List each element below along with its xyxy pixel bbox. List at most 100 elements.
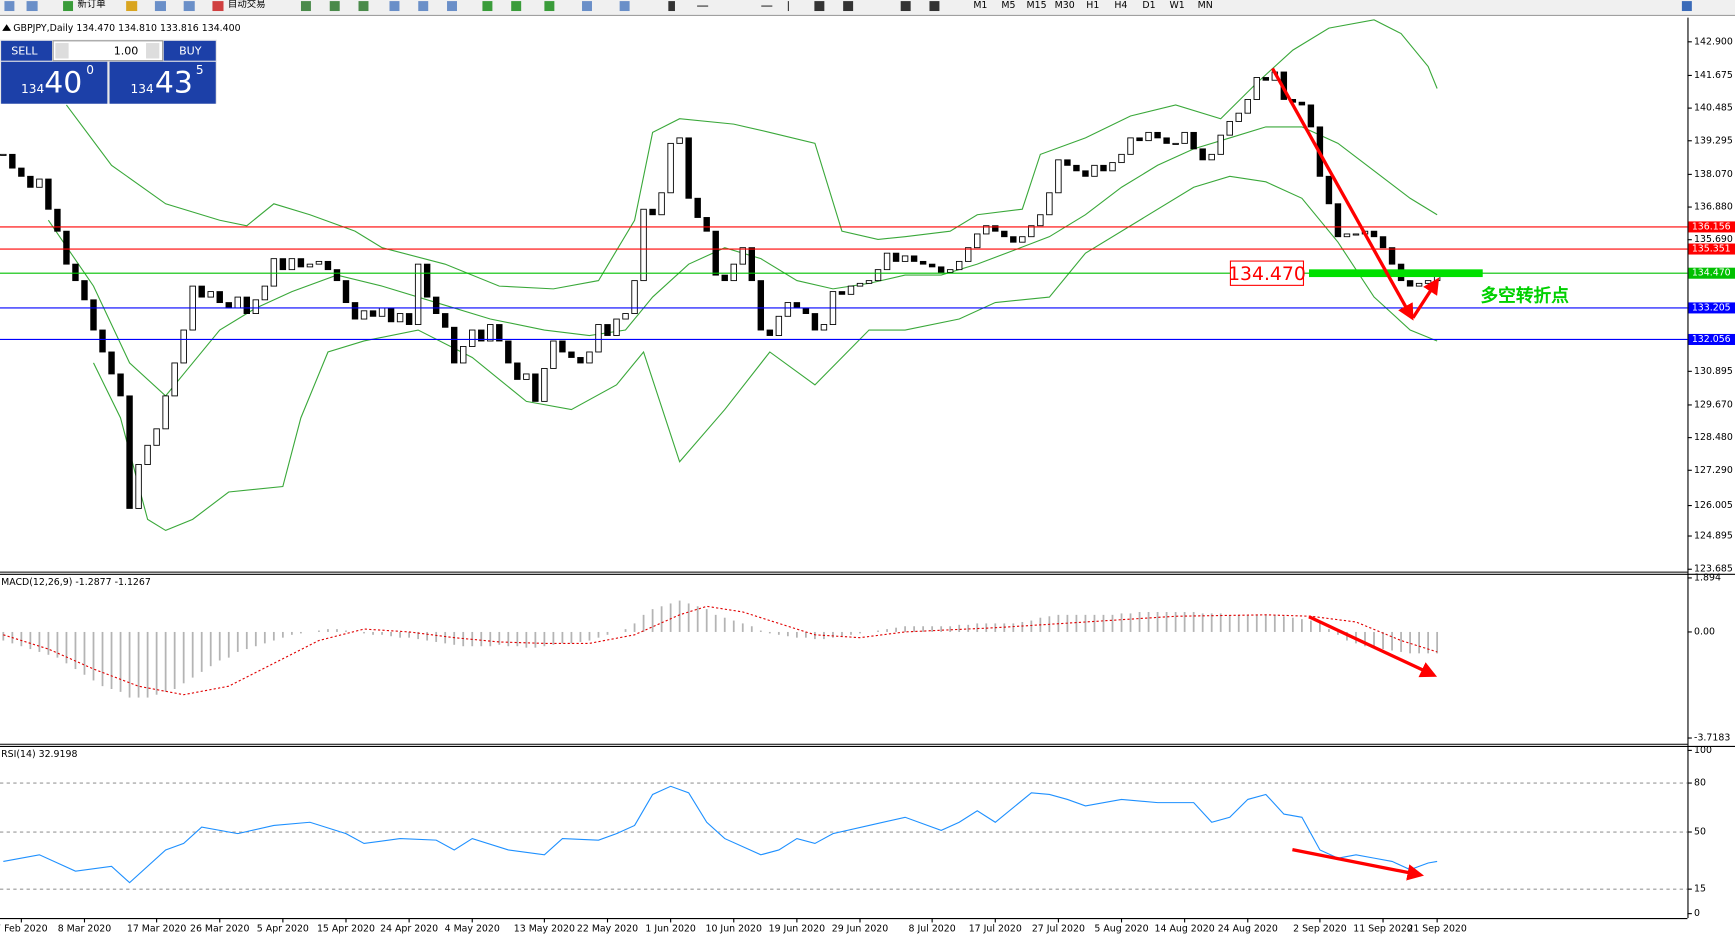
candle [243,296,251,314]
timeframe-button[interactable]: M1 [973,0,987,11]
icon[interactable] [389,1,400,12]
candle [1064,159,1071,166]
new-order-button[interactable]: 新订单 [77,0,105,10]
icon[interactable] [511,1,522,12]
candle [775,315,783,336]
candle [1055,159,1062,194]
timeframe-button[interactable]: MN [1198,0,1213,11]
icon[interactable] [126,1,138,12]
y-tick-label: 124.895 [1694,531,1733,542]
icon[interactable] [447,1,457,12]
candle [306,263,314,268]
toolbar: 新订单 自动交易 M1 M5 M15 M30 H1 H4 D1 W1 MN [0,0,1735,16]
candle [1190,131,1197,150]
timeframe-button[interactable]: W1 [1169,0,1184,11]
sell-button[interactable] [1,40,53,61]
icon[interactable] [697,5,709,7]
candle [1109,162,1116,172]
x-tick-label: 24 Apr 2020 [380,924,438,935]
icon[interactable] [544,1,555,12]
candle [1028,225,1035,238]
icon[interactable] [1681,1,1692,12]
y-tick-label: 80 [1694,778,1706,789]
x-tick-label: 14 Aug 2020 [1155,924,1215,935]
x-tick-label: 8 Jul 2020 [909,924,956,935]
icon[interactable] [668,1,675,12]
timeframe-button[interactable]: D1 [1142,0,1155,11]
icon[interactable] [582,1,592,12]
icon[interactable] [329,1,340,12]
candle [712,230,719,276]
candle [333,269,341,282]
symbol-icon [2,24,12,31]
y-tick-label: 129.670 [1694,399,1733,410]
candle [225,302,232,309]
icon[interactable] [212,1,224,12]
icon[interactable] [4,1,15,12]
candle [974,233,981,249]
candle [910,255,918,262]
price-level-tag [1688,302,1735,314]
icon[interactable] [900,1,911,12]
candle [162,395,169,430]
lot-up[interactable] [146,43,160,59]
candle [901,255,909,262]
icon[interactable] [418,1,429,12]
arrow [1271,67,1414,321]
buy-label[interactable]: BUY [179,44,202,57]
icon[interactable] [26,1,38,12]
timeframe-button[interactable]: M15 [1027,0,1047,11]
macd-signal [3,605,1438,696]
candle [216,291,223,304]
ask-main: 43 [155,65,193,100]
icon[interactable] [814,1,825,12]
icon[interactable] [300,1,311,12]
timeframes: M1 M5 M15 M30 H1 H4 D1 W1 MN [973,0,1212,11]
price-level-label: 134.470 [1692,268,1731,279]
lot-down[interactable] [55,43,69,59]
candle [9,153,16,169]
icon[interactable] [761,5,773,7]
auto-trading-button[interactable]: 自动交易 [228,0,266,10]
y-tick-label: 0 [1694,908,1700,919]
timeframe-button[interactable]: H4 [1114,0,1127,11]
toolbar-icons [4,1,1692,12]
candle [1262,77,1270,81]
candle [766,329,774,336]
sell-label[interactable]: SELL [11,44,38,57]
candle [1379,236,1387,249]
price-level-tag [1688,243,1735,255]
lot-value[interactable]: 1.00 [114,44,139,57]
candle [1352,233,1360,236]
ask-box[interactable] [109,61,216,104]
timeframe-button[interactable]: M5 [1001,0,1015,11]
y-tick-label: 136.880 [1694,202,1733,213]
candle [631,280,638,314]
y-tick-label: 123.685 [1694,564,1733,575]
timeframe-button[interactable]: H1 [1086,0,1099,11]
candle [288,258,296,271]
icon[interactable] [843,1,854,12]
timeframe-button[interactable]: M30 [1055,0,1075,11]
y-tick-label: 126.005 [1694,500,1733,511]
candle [387,307,395,323]
icon[interactable] [63,1,74,12]
icon[interactable] [929,1,940,12]
icon[interactable] [358,1,369,12]
candle [423,263,431,298]
icon[interactable] [154,1,166,12]
icon[interactable] [619,1,630,12]
candle [658,192,665,216]
candle [613,318,620,336]
icon[interactable] [482,1,493,12]
y-tick-label: 138.070 [1694,169,1733,180]
buy-button[interactable] [163,40,216,61]
candle [369,310,377,317]
bid-box[interactable] [1,61,108,104]
bid-main: 40 [44,65,82,100]
candle [550,340,557,369]
candle [595,324,602,353]
icon[interactable] [183,1,195,12]
icon[interactable] [787,1,789,12]
lot-input[interactable] [52,40,164,62]
